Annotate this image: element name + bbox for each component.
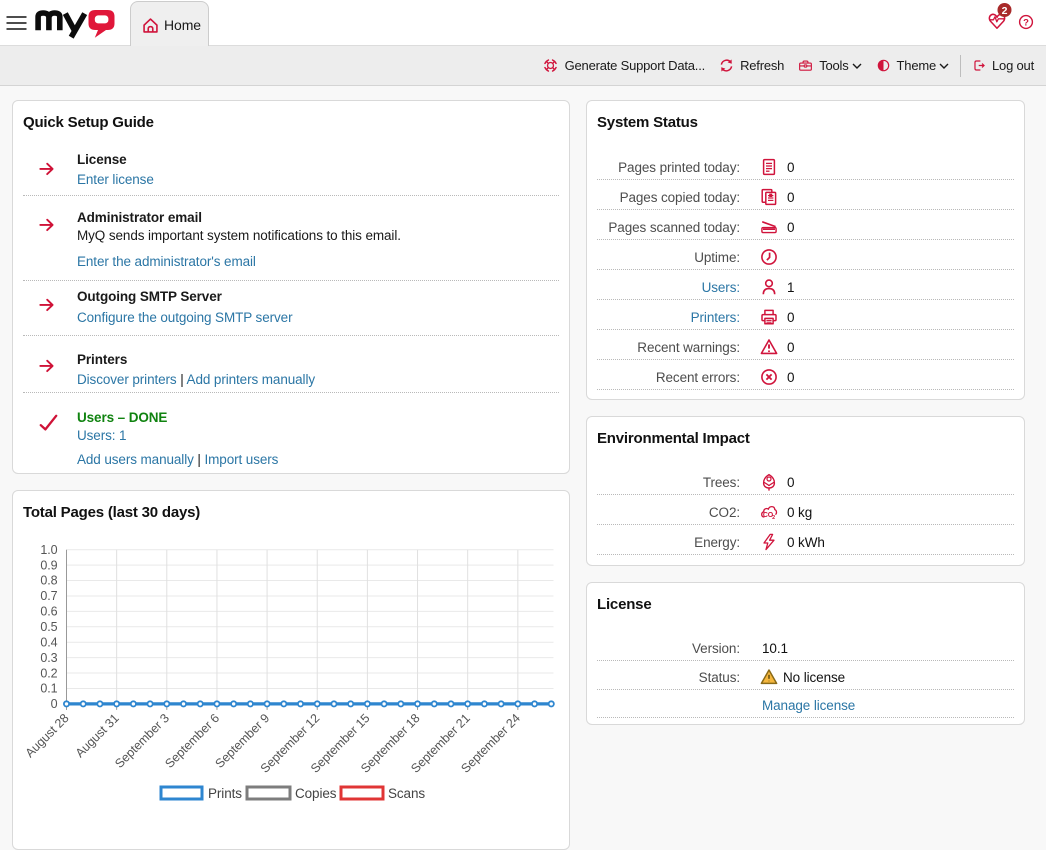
svg-text:0.6: 0.6 xyxy=(40,605,57,619)
svg-text:0.5: 0.5 xyxy=(40,620,57,634)
svg-text:0.8: 0.8 xyxy=(40,574,57,588)
svg-text:0.3: 0.3 xyxy=(40,651,57,665)
svg-text:2: 2 xyxy=(772,515,775,521)
svg-text:Copies: Copies xyxy=(295,786,337,801)
svg-text:Prints: Prints xyxy=(208,786,242,801)
svg-text:Scans: Scans xyxy=(388,786,425,801)
svg-text:0.1: 0.1 xyxy=(40,682,57,696)
svg-text:0.9: 0.9 xyxy=(40,558,57,572)
svg-text:2: 2 xyxy=(1002,5,1008,17)
svg-text:0.4: 0.4 xyxy=(40,635,57,649)
svg-text:?: ? xyxy=(1023,18,1029,29)
svg-text:August 31: August 31 xyxy=(73,711,122,760)
svg-text:1.0: 1.0 xyxy=(40,543,57,557)
svg-text:August 28: August 28 xyxy=(23,711,72,760)
svg-text:0: 0 xyxy=(51,697,58,711)
svg-text:CO: CO xyxy=(763,512,774,519)
svg-text:0.2: 0.2 xyxy=(40,666,57,680)
svg-text:0.7: 0.7 xyxy=(40,589,57,603)
